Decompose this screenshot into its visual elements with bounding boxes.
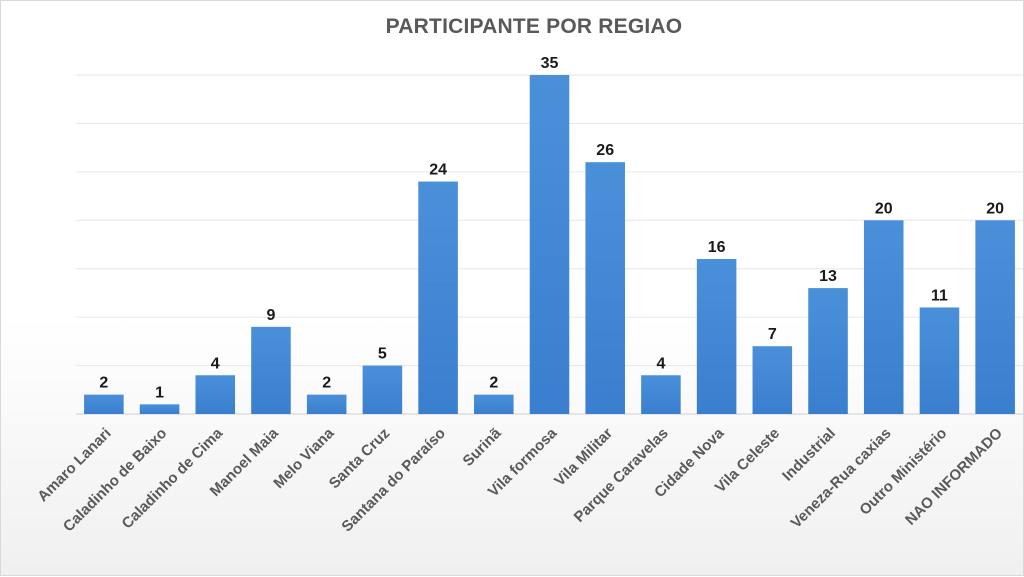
bar [585, 162, 625, 414]
bar [863, 220, 904, 414]
value-label: 11 [931, 287, 948, 304]
bar [975, 220, 1015, 414]
bar [919, 307, 960, 414]
bar [752, 346, 793, 414]
value-label: 20 [986, 200, 1004, 217]
bar [696, 259, 737, 414]
category-tick-label: Caladinho de Cima [119, 424, 227, 532]
bar [808, 288, 848, 414]
bar [306, 394, 347, 414]
value-label: 4 [656, 355, 665, 372]
bar [474, 394, 514, 414]
category-tick-label: Industrial [779, 425, 839, 485]
bars [84, 75, 1015, 414]
value-label: 35 [541, 55, 559, 72]
category-tick-label: Parque Caravelas [571, 425, 672, 526]
value-label: 4 [211, 355, 220, 372]
chart-title: PARTICIPANTE POR REGIAO [385, 15, 683, 38]
bar [362, 365, 403, 414]
value-label: 7 [768, 326, 777, 343]
category-tick-label: Santana do Paraíso [338, 425, 448, 535]
value-label: 5 [378, 346, 387, 363]
value-label: 2 [489, 375, 498, 392]
value-label: 26 [596, 142, 614, 159]
bar [251, 326, 291, 414]
value-label: 1 [155, 384, 164, 401]
value-label: 9 [267, 307, 276, 324]
category-tick-label: Veneza-Rua caxias [788, 425, 895, 532]
value-label: 16 [708, 239, 726, 256]
category-tick-label: Surinã [460, 424, 505, 469]
category-tick-label: Caladinho de Baixo [60, 425, 170, 535]
bar [418, 181, 458, 414]
value-label: 2 [99, 375, 108, 392]
value-labels: 2 1 4 9 2 5 24 2 35 26 4 16 7 13 20 11 20 [99, 55, 1004, 401]
category-tick-label: NAO INFORMADO [902, 425, 1006, 529]
bar [84, 394, 124, 414]
bar [195, 375, 236, 414]
bar [139, 404, 180, 414]
bar [529, 75, 570, 414]
value-label: 2 [322, 375, 331, 392]
value-label: 20 [875, 200, 893, 217]
value-label: 24 [429, 162, 447, 179]
bar [641, 375, 681, 414]
value-label: 13 [819, 268, 837, 285]
